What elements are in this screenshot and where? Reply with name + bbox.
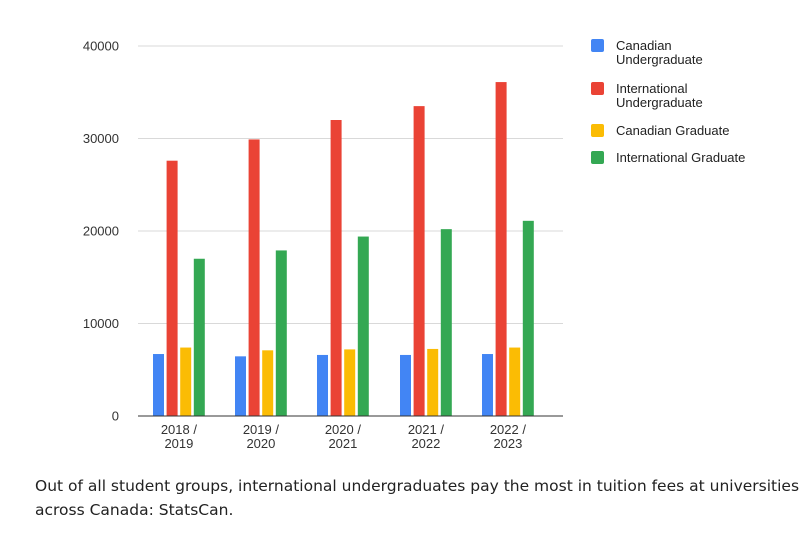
bar [166,160,178,416]
legend-swatch [591,124,604,137]
y-tick-label: 40000 [83,39,119,54]
bars [153,82,534,417]
bar [180,347,192,416]
x-tick-label: 2018 /2019 [161,422,198,451]
bar [248,139,260,417]
bar [153,354,164,416]
legend-swatch [591,39,604,52]
bar [509,347,521,416]
legend-swatch [591,82,604,95]
y-tick-label: 30000 [83,131,119,146]
bar [440,229,452,416]
bar [495,82,507,416]
bar [427,348,439,416]
bar [400,354,411,416]
x-tick-label: 2019 /2020 [243,422,280,451]
bar [482,354,493,416]
y-tick-label: 20000 [83,224,119,239]
bar [193,258,205,416]
bar [357,236,369,416]
legend-swatch [591,151,604,164]
legend-label: International Undergraduate [616,81,703,110]
x-tick-label: 2021 /2022 [408,422,445,451]
bar [522,220,534,416]
bar [330,120,342,416]
y-tick-label: 10000 [83,316,119,331]
bar [262,350,274,416]
y-tick-label: 0 [112,409,119,424]
bar [275,250,287,416]
legend-label: Canadian Graduate [616,123,729,138]
figure-caption: Out of all student groups, international… [35,477,800,519]
legend: Canadian Undergraduate International Underg… [591,38,745,165]
y-axis-ticks: 0 10000 20000 30000 40000 [83,39,119,424]
x-tick-label: 2020 /2021 [325,422,362,451]
tuition-bar-chart: 0 10000 20000 30000 40000 2018 /2019 2019 /20… [83,38,746,451]
legend-label: International Graduate [616,150,745,165]
x-tick-label: 2022 /2023 [490,422,527,451]
bar [413,106,425,416]
legend-label: Canadian Undergraduate [616,38,703,67]
bar [344,349,356,416]
gridlines [138,45,563,324]
bar [317,354,328,416]
bar [235,356,246,416]
x-axis-ticks: 2018 /2019 2019 /2020 2020 /2021 2021 /2022… [161,422,527,451]
